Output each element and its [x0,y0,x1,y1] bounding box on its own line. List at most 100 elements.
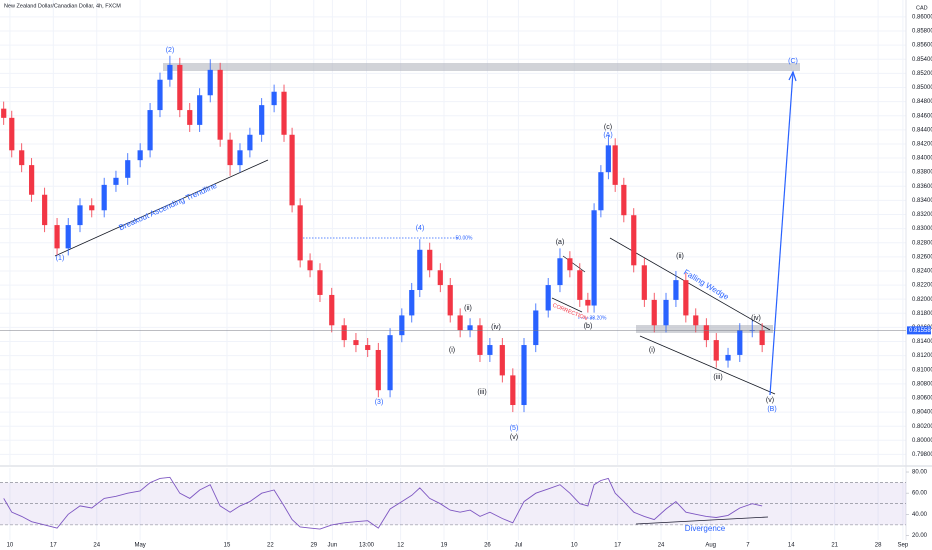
x-tick-label: 10 [7,543,14,549]
y-tick-label: 0.79800 [912,452,932,458]
candle-body [467,325,473,331]
candle-body [521,345,527,406]
last-price-box [907,326,931,335]
candle-body [577,270,583,300]
wedge-line [609,237,771,331]
annotation: (ii) [676,253,684,260]
x-tick-label: 26 [484,543,491,549]
candle-body [651,299,657,326]
y-tick-label: 0.81800 [912,311,932,317]
annotation: (1) [56,255,65,262]
candle-body [683,280,689,316]
candle-body [227,139,233,166]
annotation: (B) [767,406,776,413]
candle-body [621,184,627,216]
y-tick-label: 40.00 [912,512,928,518]
candle-body [9,117,15,151]
y-tick-label: 0.85800 [912,29,932,35]
y-tick-label: 0.85200 [912,71,932,77]
candle-body [157,79,163,111]
candle-body [605,145,611,173]
y-tick-label: 0.86000 [912,15,932,21]
x-tick-label: 28 [875,543,882,549]
annotation: Divergence [685,524,726,533]
candle-body [673,280,679,300]
symbol-title: New Zealand Dollar/Canadian Dollar, 4h, … [4,3,121,9]
annotation: (4) [416,225,425,232]
y-tick-label: 0.82400 [912,269,932,275]
y-tick-label: 0.83000 [912,226,932,232]
annotation: (iv) [751,315,761,322]
candle-body [510,375,516,406]
candle-body [703,325,709,341]
candle-body [693,315,699,326]
candle-body [737,330,743,355]
y-tick-label: 0.83200 [912,212,932,218]
x-tick-label: 19 [441,543,448,549]
candle-body [591,210,597,306]
candle-body [353,340,359,346]
annotation: (C) [788,58,798,65]
y-tick-label: 0.81000 [912,367,932,373]
annotation: (ii) [464,305,472,312]
y-tick-label: 0.80200 [912,424,932,430]
candle-body [631,215,637,266]
annotation: (i) [649,347,655,354]
annotation: (2) [166,47,175,54]
annotation: 38.20% [590,315,608,321]
candle-body [29,165,35,195]
candle-body [297,205,303,261]
annotation: (iv) [491,324,501,331]
candle-body [557,258,563,286]
candle-body [317,270,323,295]
y-tick-label: 0.84000 [912,156,932,162]
candle-body [113,177,119,185]
candle-body [259,105,265,135]
candle-body [217,69,223,140]
channel-line [562,255,586,273]
x-tick-label: Jun [328,543,338,549]
candle-body [207,69,213,96]
candle-body [567,258,573,271]
candle-body [167,64,173,80]
y-tick-label: 80.00 [912,470,928,476]
y-tick-label: 0.81400 [912,339,932,345]
y-tick-label: 0.82800 [912,240,932,246]
candle-body [759,330,765,346]
candle-body [477,325,483,355]
x-tick-label: 13:00 [359,543,375,549]
y-tick-label: 0.83400 [912,198,932,204]
y-tick-label: 0.81200 [912,353,932,359]
arrow-head [788,70,797,82]
y-tick-label: 20.00 [912,533,928,539]
y-tick-label: 0.80800 [912,381,932,387]
x-tick-label: 12 [397,543,404,549]
candle-body [585,299,591,306]
y-tick-label: 60.00 [912,491,928,497]
candle-body [399,315,405,336]
annotation: (A) [603,132,612,139]
candle-body [101,184,107,211]
x-tick-label: 15 [224,543,231,549]
x-tick-label: 24 [658,543,665,549]
x-tick-label: 17 [614,543,621,549]
candle-body [54,225,60,249]
x-tick-label: 10 [571,543,578,549]
candle-body [663,299,669,326]
x-tick-label: 14 [788,543,795,549]
annotation: (c) [604,124,612,131]
trendline [54,159,269,257]
annotation: (v) [766,397,774,404]
candle-body [19,150,25,166]
x-tick-label: Sep [898,543,909,549]
x-tick-label: 29 [310,543,317,549]
x-tick-label: Jul [515,543,523,549]
candle-body [409,290,415,316]
y-tick-label: 0.83800 [912,170,932,176]
y-tick-label: 0.85000 [912,85,932,91]
candle-body [197,95,203,125]
annotation: (iii) [713,374,722,381]
candle-body [307,260,313,271]
